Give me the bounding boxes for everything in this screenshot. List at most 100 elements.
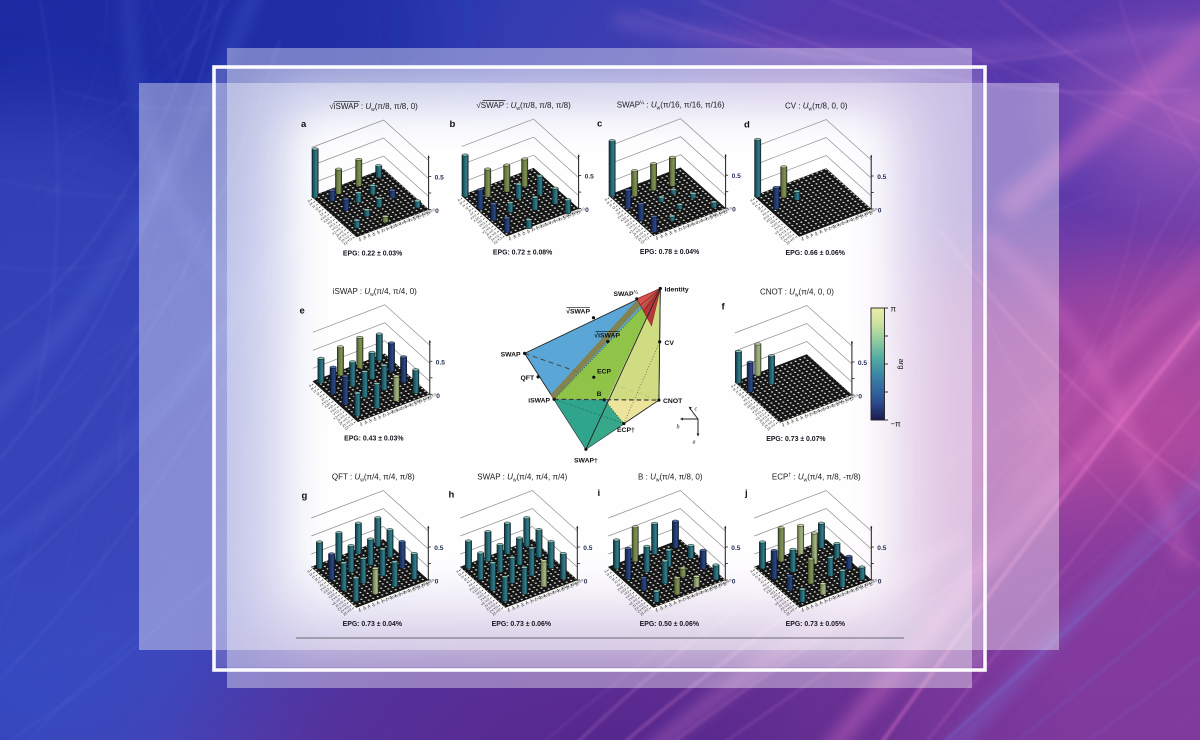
svg-text:ZI-Y/2: ZI-Y/2 — [632, 600, 641, 609]
svg-text:0: 0 — [732, 579, 736, 586]
svg-text:XX: XX — [380, 598, 387, 604]
svg-text:ZI-Y/2: ZI-Y/2 — [412, 584, 421, 593]
svg-text:YY/2: YY/2 — [754, 410, 762, 418]
svg-text:YI/2: YI/2 — [328, 404, 335, 411]
svg-text:YX/2: YX/2 — [329, 406, 337, 414]
svg-text:IX: IX — [732, 387, 738, 393]
svg-text:XY/2: XY/2 — [386, 409, 394, 417]
svg-text:YZ-Y/2: YZ-Y/2 — [774, 226, 784, 235]
svg-text:IZ: IZ — [814, 603, 819, 608]
svg-text:ZZ-Y/2: ZZ-Y/2 — [640, 236, 650, 245]
svg-text:II: II — [307, 569, 311, 573]
svg-text:YY/2: YY/2 — [480, 595, 488, 603]
svg-text:XY/2: XY/2 — [385, 224, 393, 232]
svg-text:ECP: ECP — [597, 369, 611, 376]
svg-text:ZY-Y/2: ZY-Y/2 — [718, 580, 728, 589]
svg-text:XI: XI — [526, 229, 531, 234]
svg-text:IZ: IZ — [757, 206, 762, 211]
svg-text:YZ-Y/2: YZ-Y/2 — [704, 585, 714, 594]
svg-text:XX: XX — [469, 210, 476, 216]
svg-text:XZ/2: XZ/2 — [687, 222, 695, 229]
svg-text:SWAP†: SWAP† — [574, 458, 598, 465]
svg-text:II: II — [359, 423, 363, 427]
svg-text:IX: IX — [511, 606, 517, 612]
svg-text:YZ-Y/2: YZ-Y/2 — [409, 399, 419, 408]
svg-text:ECP†: ECP† — [617, 427, 635, 434]
svg-text:ZI-Y/2: ZI-Y/2 — [335, 600, 344, 609]
svg-text:ZX-Y/2: ZX-Y/2 — [337, 232, 347, 241]
svg-text:IY: IY — [664, 232, 670, 238]
svg-text:YX/2: YX/2 — [696, 218, 704, 226]
svg-text:ZI-Y/2: ZI-Y/2 — [562, 212, 571, 221]
svg-text:a: a — [693, 440, 696, 446]
svg-text:XZ/2: XZ/2 — [324, 401, 332, 408]
svg-text:√iSWAP : Uw(π/8, π/8, 0): √iSWAP : Uw(π/8, π/8, 0) — [329, 102, 418, 113]
svg-text:YX/2: YX/2 — [625, 592, 633, 600]
svg-text:XY/2: XY/2 — [809, 410, 817, 418]
svg-text:II: II — [457, 198, 461, 202]
svg-text:YZ-Y/2: YZ-Y/2 — [331, 227, 341, 236]
svg-text:ZY-Y/2: ZY-Y/2 — [763, 420, 773, 429]
svg-text:c: c — [597, 119, 602, 130]
svg-text:YY/2: YY/2 — [628, 595, 636, 603]
svg-text:YI/2: YI/2 — [769, 590, 776, 597]
svg-text:YY/2: YY/2 — [700, 216, 708, 224]
svg-text:XY/2: XY/2 — [828, 595, 836, 603]
svg-text:SWAP: SWAP — [501, 351, 521, 358]
svg-text:ZX-Y/2: ZX-Y/2 — [780, 602, 790, 611]
svg-text:YX/2: YX/2 — [752, 407, 760, 415]
svg-text:XI: XI — [819, 230, 824, 235]
svg-text:YX/2: YX/2 — [841, 590, 849, 598]
svg-text:IX: IX — [363, 235, 369, 241]
svg-text:YX/2: YX/2 — [549, 218, 557, 226]
svg-text:0: 0 — [435, 579, 439, 586]
svg-text:IX: IX — [606, 200, 612, 206]
svg-text:YI/2: YI/2 — [750, 405, 757, 412]
svg-text:EPG: 0.72 ± 0.08%: EPG: 0.72 ± 0.08% — [493, 250, 552, 257]
svg-text:XZ/2: XZ/2 — [538, 593, 546, 600]
svg-text:YI/2: YI/2 — [623, 590, 630, 597]
svg-text:II: II — [782, 424, 786, 428]
svg-text:ZZ-Y/2: ZZ-Y/2 — [766, 422, 776, 431]
svg-text:XI: XI — [673, 229, 678, 234]
svg-text:j: j — [744, 488, 748, 499]
svg-text:YY/2: YY/2 — [481, 223, 489, 231]
svg-text:EPG: 0.73 ± 0.05%: EPG: 0.73 ± 0.05% — [786, 621, 845, 628]
svg-text:XX: XX — [677, 598, 684, 604]
svg-text:√SWAP: √SWAP — [566, 308, 590, 316]
svg-text:IZ: IZ — [612, 205, 617, 210]
svg-text:IY: IY — [368, 418, 374, 424]
svg-text:XZ/2: XZ/2 — [389, 593, 397, 600]
svg-text:iSWAP : Uw(π/4, π/4, 0): iSWAP : Uw(π/4, π/4, 0) — [333, 287, 417, 298]
svg-text:II: II — [604, 198, 608, 202]
svg-text:ZZ-Y/2: ZZ-Y/2 — [493, 236, 503, 245]
svg-text:IX: IX — [751, 572, 757, 578]
svg-text:YI/2: YI/2 — [475, 590, 482, 597]
svg-text:0.5: 0.5 — [435, 175, 444, 182]
svg-text:CNOT: CNOT — [663, 398, 683, 405]
svg-text:XX: XX — [762, 211, 769, 217]
svg-text:II: II — [308, 384, 312, 388]
svg-text:IZ: IZ — [465, 206, 470, 211]
svg-text:ZZ-Y/2: ZZ-Y/2 — [343, 237, 353, 246]
svg-text:XZ/2: XZ/2 — [322, 587, 330, 594]
svg-text:EPG: 0.22 ± 0.03%: EPG: 0.22 ± 0.03% — [343, 251, 402, 258]
svg-text:0: 0 — [435, 208, 439, 215]
svg-text:ZI-Y/2: ZI-Y/2 — [709, 584, 718, 593]
svg-text:IX: IX — [362, 606, 368, 612]
svg-text:ZY-Y/2: ZY-Y/2 — [340, 605, 350, 614]
svg-text:ZI-Y/2: ZI-Y/2 — [836, 399, 845, 408]
svg-text:ZZ-Y/2: ZZ-Y/2 — [425, 578, 435, 587]
svg-text:EPG: 0.78 ± 0.04%: EPG: 0.78 ± 0.04% — [640, 249, 699, 256]
svg-text:EPG: 0.73 ± 0.04%: EPG: 0.73 ± 0.04% — [343, 621, 402, 628]
svg-text:XY/2: XY/2 — [762, 214, 770, 222]
svg-text:XZ/2: XZ/2 — [391, 408, 399, 415]
svg-text:XZ/2: XZ/2 — [473, 216, 481, 223]
svg-text:XI: XI — [317, 580, 322, 585]
svg-text:XY/2: XY/2 — [320, 214, 328, 222]
svg-text:XY/2: XY/2 — [468, 585, 476, 593]
svg-text:ZY-Y/2: ZY-Y/2 — [845, 395, 855, 404]
svg-text:YZ-Y/2: YZ-Y/2 — [331, 597, 341, 606]
svg-text:IY: IY — [791, 419, 797, 425]
svg-text:ZI-Y/2: ZI-Y/2 — [759, 415, 768, 424]
